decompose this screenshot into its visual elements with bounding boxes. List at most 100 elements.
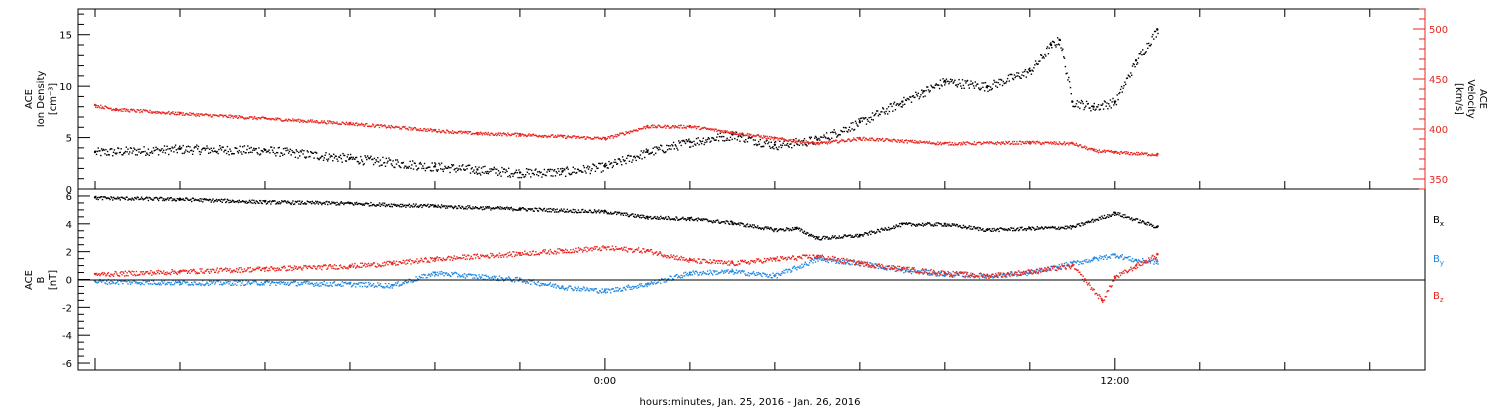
bx-series-point — [361, 204, 364, 206]
velocity-series-sample — [688, 124, 692, 128]
velocity-series-point — [852, 139, 854, 141]
bx-series-point — [160, 196, 162, 199]
velocity-series-point — [400, 127, 402, 130]
ion-density-series-point — [169, 147, 172, 150]
velocity-series-point — [656, 126, 659, 128]
velocity-series-point — [655, 125, 657, 128]
ion-density-series-point — [1062, 48, 1064, 50]
bx-series-point — [642, 216, 644, 218]
bx-series-point — [1101, 215, 1103, 217]
ion-density-series-point — [577, 168, 580, 171]
ion-density-series-point — [308, 156, 310, 158]
velocity-series-point — [1053, 141, 1055, 143]
bx-series-point — [388, 203, 390, 206]
velocity-series-point — [948, 144, 950, 146]
ion-density-series-point — [689, 146, 692, 148]
by-series-point — [367, 281, 370, 284]
velocity-series-point — [813, 142, 815, 144]
velocity-series-point — [433, 130, 435, 132]
ion-density-series-point — [985, 86, 987, 88]
bx-series-point — [489, 207, 491, 209]
by-series-point — [945, 272, 948, 275]
ion-density-series-point — [1153, 38, 1155, 40]
by-series-point — [686, 272, 688, 275]
ion-density-series-point — [1058, 44, 1061, 46]
ion-density-series-point — [907, 98, 909, 100]
ion-density-series-point — [860, 117, 863, 119]
ion-density-series-point — [129, 151, 131, 153]
bx-series-point — [995, 229, 998, 231]
ion-density-series-sample — [1049, 43, 1053, 47]
velocity-series-point — [964, 141, 966, 144]
bx-series-point — [166, 198, 168, 200]
velocity-series-point — [446, 129, 448, 131]
velocity-series-point — [112, 108, 115, 110]
bx-series-point — [879, 231, 881, 233]
velocity-series-point — [604, 139, 607, 141]
bx-series-point — [308, 201, 310, 203]
ion-density-series-sample — [901, 100, 904, 103]
ion-density-series-point — [1036, 63, 1038, 66]
bx-series-point — [376, 204, 378, 206]
velocity-series-point — [1125, 153, 1127, 155]
ion-density-series-point — [351, 158, 353, 160]
bx-series-point — [486, 206, 489, 208]
by-series-point — [925, 271, 927, 274]
by-series-point — [177, 281, 179, 284]
by-series-point — [383, 287, 386, 289]
by-series-point — [622, 287, 625, 289]
ion-density-series-point — [865, 117, 867, 119]
by-series-point — [256, 283, 258, 285]
velocity-series-point — [583, 136, 586, 138]
velocity-series-point — [210, 116, 212, 118]
velocity-series-point — [482, 132, 484, 134]
bx-series-point — [978, 229, 980, 232]
bx-series-point — [204, 199, 206, 201]
velocity-series-point — [910, 139, 912, 142]
velocity-series-point — [703, 126, 705, 129]
by-series-point — [316, 284, 319, 286]
bx-series-point — [751, 226, 753, 228]
bx-series-point — [567, 211, 569, 213]
ion-density-series-point — [128, 153, 130, 155]
bx-series-point — [788, 229, 790, 232]
by-series-point — [178, 280, 180, 282]
ion-density-series-point — [306, 150, 308, 152]
ion-density-series-point — [528, 173, 530, 175]
velocity-series-point — [621, 132, 624, 134]
velocity-series-point — [1027, 141, 1029, 143]
ion-density-series-point — [729, 139, 731, 141]
velocity-series-point — [510, 134, 512, 136]
ion-density-series-point — [359, 162, 361, 164]
velocity-series-point — [591, 138, 593, 140]
bx-series-point — [1035, 228, 1038, 230]
velocity-series-point — [229, 116, 231, 119]
ion-density-series-point — [225, 152, 228, 155]
by-series-point — [360, 282, 362, 284]
bx-series-point — [548, 208, 550, 210]
ion-density-series-point — [466, 168, 468, 170]
bx-series-point — [1003, 228, 1005, 230]
bx-series-point — [343, 203, 345, 206]
by-series-point — [562, 287, 564, 289]
by-series-point — [253, 281, 255, 283]
ion-density-series-point — [590, 169, 592, 172]
velocity-series-point — [770, 136, 772, 138]
velocity-series-point — [1080, 144, 1082, 146]
velocity-series-point — [594, 136, 597, 139]
velocity-series-point — [1139, 153, 1141, 155]
ion-density-series-point — [973, 87, 976, 89]
bx-series-point — [95, 198, 98, 200]
by-series-point — [790, 271, 792, 273]
ion-density-series-point — [938, 84, 940, 86]
bx-series-point — [512, 209, 514, 212]
by-series-point — [764, 273, 767, 275]
velocity-series-point — [874, 139, 876, 141]
bx-series-point — [1096, 219, 1098, 221]
ion-density-series-point — [558, 170, 560, 172]
by-series-point — [421, 274, 423, 276]
ion-density-series-point — [366, 155, 369, 157]
ion-density-series-point — [895, 104, 897, 106]
ion-density-series-point — [185, 149, 187, 151]
velocity-series-sample — [115, 107, 118, 111]
